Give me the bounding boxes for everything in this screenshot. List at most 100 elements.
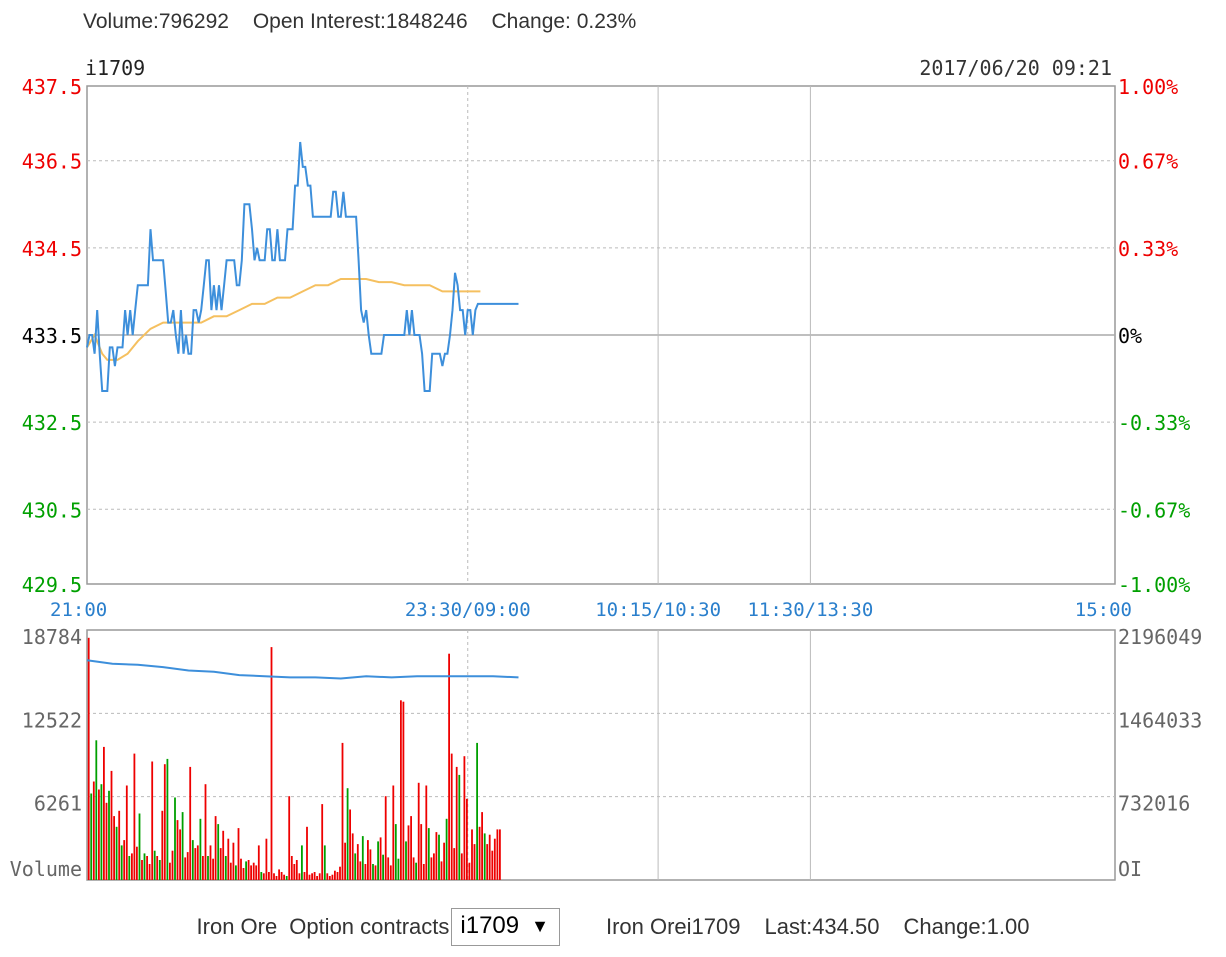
volume-bar [354,853,357,880]
volume-bar [311,873,313,880]
volume-bar [235,865,237,880]
volume-bar [298,873,301,880]
volume-bar [176,820,179,880]
percent-tick-label: 0.67% [1118,150,1178,174]
volume-bar [293,864,296,880]
volume-bar [169,862,171,880]
volume-bar [158,860,161,880]
volume-bar [141,860,143,880]
volume-bar [448,653,450,880]
volume-bar [87,637,90,880]
oi-tick-label: 2196049 [1118,625,1202,649]
volume-bar [397,858,400,880]
volume-bar [328,876,331,880]
last-price: Last:434.50 [764,914,880,939]
volume-bar [242,868,245,880]
volume-bar [336,872,339,880]
volume-bar [153,850,156,880]
volume-bar [420,824,423,880]
time-tick-label: 15:00 [1075,599,1132,621]
volume-bar [460,853,463,880]
volume-bar [344,842,346,880]
volume-bar [440,861,443,880]
volume-bar [133,753,136,880]
volume-bar [212,858,214,880]
volume-tick-label: 18784 [22,625,82,649]
volume-bar [295,860,298,880]
time-tick-label: 23:30/09:00 [405,599,531,621]
volume-bar [488,834,491,880]
volume-bar [265,838,268,880]
volume-bar [214,816,217,880]
datetime-label: 2017/06/20 09:21 [919,56,1112,80]
volume-bar [410,816,412,880]
volume-bar [483,833,486,880]
volume-bar [346,788,349,880]
volume-bar [95,740,98,880]
volume-bar [450,753,453,880]
price-tick-label: 433.5 [22,324,82,348]
volume-bar [285,876,288,880]
volume-bar [400,700,402,880]
volume-bar [430,857,433,880]
symbol-label: i1709 [85,56,145,80]
product-label: Iron Ore [196,914,278,939]
volume-bar [445,818,448,880]
volume-bar [351,833,354,880]
price-tick-label: 432.5 [22,411,82,435]
volume-bar [473,844,476,880]
volume-bar [303,872,306,880]
volume-bar [131,853,133,880]
volume-bar [222,830,225,880]
volume-bar [136,846,138,880]
volume-bar [189,766,192,880]
volume-bar [478,826,481,880]
volume-bar [110,770,113,880]
volume-bar [278,869,280,880]
volume-bar [103,746,105,880]
volume-bar [361,836,364,880]
price-tick-label: 429.5 [22,573,82,597]
volume-bar [369,849,372,880]
volume-bar [405,841,407,880]
volume-bar [364,864,367,880]
volume-bar [499,829,501,880]
volume-bar [146,856,148,880]
volume-bar [118,810,121,880]
volume-bar [359,861,362,880]
volume-bar [138,813,141,880]
volume-bar [163,764,166,880]
volume-bar [181,812,184,880]
volume-bar [468,862,471,880]
volume-bar [318,873,321,880]
chevron-down-icon: ▼ [531,915,549,936]
volume-bar [481,812,483,880]
volume-bar [98,789,100,880]
volume-tick-label: 6261 [34,792,82,816]
volume-bar [191,840,194,880]
volume-bar [288,796,291,880]
volume-bar [425,785,428,880]
volume-bar [105,802,108,880]
volume-bar [115,826,118,880]
volume-bar [262,873,265,880]
time-tick-label: 21:00 [50,599,107,621]
volume-bar [202,856,204,880]
price-tick-label: 436.5 [22,150,82,174]
volume-bar [463,756,466,880]
percent-tick-label: 0% [1118,324,1142,348]
volume-bar [392,785,395,880]
volume-bar [382,854,384,880]
volume-bar [412,857,415,880]
volume-bar [92,781,95,880]
volume-bar [143,853,146,880]
volume-bar [334,870,336,880]
volume-bar [331,874,334,880]
volume-bar [270,647,273,880]
contract-select[interactable]: i1709 ▼ [451,908,560,946]
volume-tick-label: 12522 [22,708,82,732]
volume-bar [316,876,318,880]
volume-bar [341,742,344,880]
contract-select-value: i1709 [460,912,520,939]
volume-bar [493,838,496,880]
